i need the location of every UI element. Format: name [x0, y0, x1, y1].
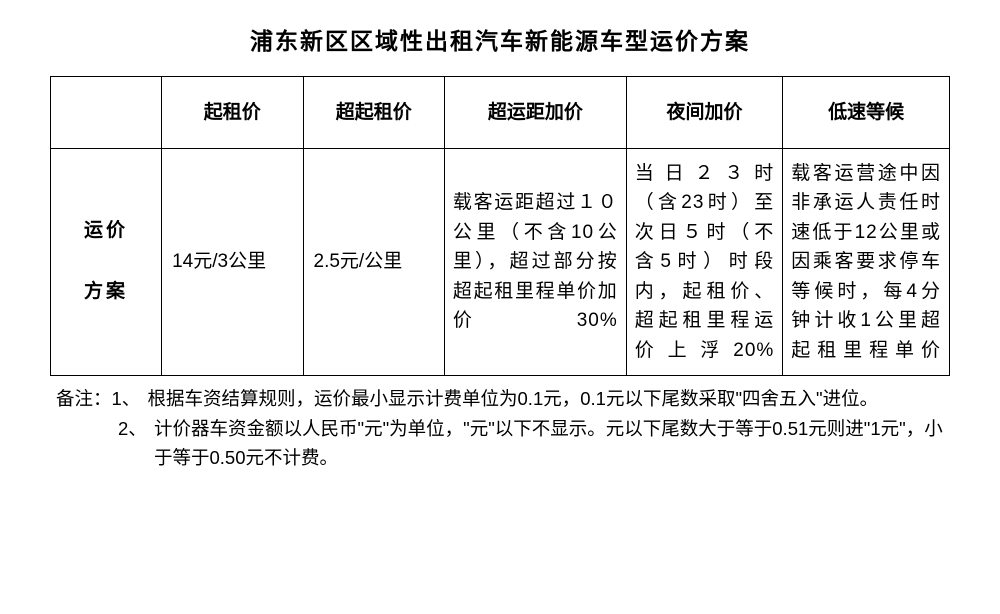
note-item-2: 2、 计价器车资金额以人民币"元"为单位，"元"以下不显示。元以下尾数大于等于0…	[56, 414, 944, 473]
cell-night-surcharge: 当日２３时（含23时）至次日５时（不含5时）时段内，起租价、超起租里程运价上浮2…	[626, 149, 783, 376]
cell-low-speed-wait: 载客运营途中因非承运人责任时速低于12公里或因乘客要求停车等候时，每4分钟计收1…	[783, 149, 950, 376]
note-text-1: 根据车资结算规则，运价最小显示计费单位为0.1元，0.1元以下尾数采取"四舍五入…	[148, 384, 944, 414]
th-starting-price: 起租价	[162, 77, 303, 149]
cell-distance-surcharge: 载客运距超过１０公里（不含10公里），超过部分按超起租里程单价加价30%	[444, 149, 626, 376]
note-text-2: 计价器车资金额以人民币"元"为单位，"元"以下不显示。元以下尾数大于等于0.51…	[154, 414, 944, 473]
page-title: 浦东新区区域性出租汽车新能源车型运价方案	[50, 22, 950, 56]
cell-starting-price: 14元/3公里	[162, 149, 303, 376]
cell-extra-price: 2.5元/公里	[303, 149, 444, 376]
fare-table: 起租价 超起租价 超运距加价 夜间加价 低速等候 运价 方案 14元/3公里 2…	[50, 76, 950, 376]
th-low-speed-wait: 低速等候	[783, 77, 950, 149]
note-item-1: 备注： 1、 根据车资结算规则，运价最小显示计费单位为0.1元，0.1元以下尾数…	[56, 384, 944, 414]
th-night-surcharge: 夜间加价	[626, 77, 783, 149]
note-number-1: 1、	[112, 384, 148, 414]
row-label-line2: 方案	[57, 262, 155, 323]
note-number-2: 2、	[118, 414, 154, 473]
note-indent	[56, 414, 118, 473]
th-blank	[51, 77, 162, 149]
th-extra-price: 超起租价	[303, 77, 444, 149]
notes-block: 备注： 1、 根据车资结算规则，运价最小显示计费单位为0.1元，0.1元以下尾数…	[50, 384, 950, 473]
note-prefix: 备注：	[56, 384, 112, 414]
row-label-cell: 运价 方案	[51, 149, 162, 376]
table-row: 运价 方案 14元/3公里 2.5元/公里 载客运距超过１０公里（不含10公里）…	[51, 149, 950, 376]
th-distance-surcharge: 超运距加价	[444, 77, 626, 149]
row-label-line1: 运价	[57, 201, 155, 262]
table-header-row: 起租价 超起租价 超运距加价 夜间加价 低速等候	[51, 77, 950, 149]
